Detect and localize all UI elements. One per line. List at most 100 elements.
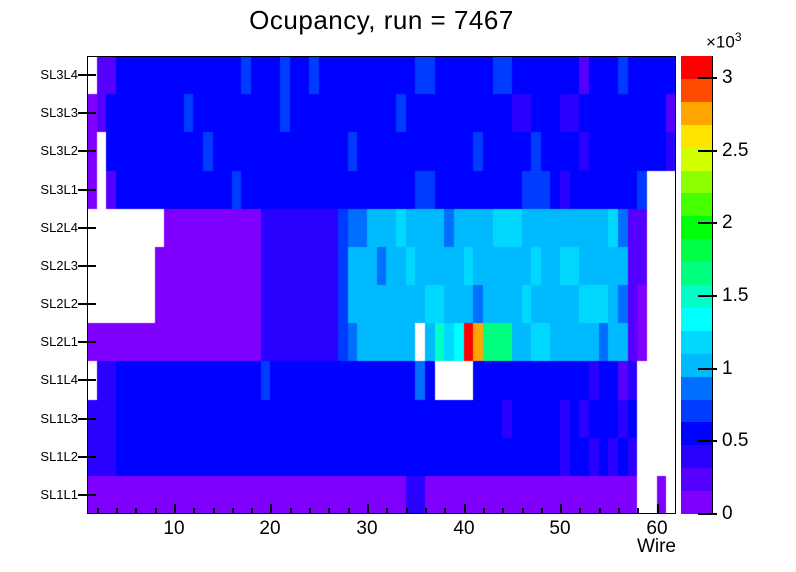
x-axis-minor-tick (444, 508, 446, 513)
x-axis-tick-label: 10 (163, 518, 185, 539)
colorbar-band (681, 400, 712, 422)
x-axis-major-tick (464, 504, 466, 513)
colorbar-tick (698, 77, 717, 79)
colorbar-band (681, 377, 712, 400)
colorbar-tick (698, 513, 717, 515)
y-axis-tick (78, 265, 96, 267)
y-axis-tick (78, 379, 96, 381)
colorbar-tick-label: 2.5 (722, 140, 749, 161)
x-axis-minor-tick (135, 508, 137, 513)
x-axis-minor-tick (193, 508, 195, 513)
x-axis-minor-tick (97, 508, 99, 513)
y-axis-tick (78, 227, 96, 229)
colorbar-tick-label: 0 (722, 503, 733, 524)
scale-base: ×10 (706, 32, 735, 52)
x-axis-minor-tick (522, 508, 524, 513)
x-axis-tick-label: 30 (356, 518, 378, 539)
y-axis-tick (78, 150, 96, 152)
y-axis-label: SL3L2 (40, 143, 78, 159)
heatmap (87, 56, 676, 514)
x-axis-minor-tick (541, 508, 543, 513)
x-axis-major-tick (560, 504, 562, 513)
colorbar-tick-label: 1.5 (722, 285, 749, 306)
colorbar-band (681, 285, 712, 308)
colorbar-band (681, 79, 712, 102)
x-axis-minor-tick (502, 508, 504, 513)
colorbar (681, 56, 712, 514)
y-axis-label: SL1L3 (40, 410, 78, 426)
colorbar-tick (698, 440, 717, 442)
x-axis-tick-label: 60 (646, 518, 668, 539)
x-axis-minor-tick (290, 508, 292, 513)
y-axis-tick (78, 341, 96, 343)
y-axis-label: SL3L4 (40, 67, 78, 83)
plot-title: Ocupancy, run = 7467 (249, 5, 514, 35)
colorbar-band (681, 239, 712, 262)
y-axis-label: SL1L1 (40, 486, 78, 502)
y-axis-label: SL3L3 (40, 105, 78, 121)
x-axis-minor-tick (116, 508, 118, 513)
colorbar-band (681, 216, 712, 239)
y-axis-tick (78, 303, 96, 305)
colorbar-band (681, 445, 712, 468)
colorbar-band (681, 468, 712, 491)
colorbar-band (681, 56, 712, 79)
x-axis-minor-tick (309, 508, 311, 513)
colorbar-axis-line (712, 56, 713, 514)
colorbar-band (681, 331, 712, 354)
y-axis-tick (78, 456, 96, 458)
colorbar-band (681, 102, 712, 125)
scale-exponent: 3 (734, 30, 742, 44)
x-axis-minor-tick (406, 508, 408, 513)
x-axis-minor-tick (155, 508, 157, 513)
plot-frame (87, 56, 676, 514)
x-axis-minor-tick (425, 508, 427, 513)
x-axis-minor-tick (386, 508, 388, 513)
y-axis-tick (78, 418, 96, 420)
x-axis-minor-tick (483, 508, 485, 513)
colorbar-tick (698, 150, 717, 152)
colorbar-tick (698, 295, 717, 297)
x-axis-minor-tick (599, 508, 601, 513)
colorbar-scale-label: ×103 (706, 30, 742, 53)
colorbar-band (681, 148, 712, 171)
colorbar-band (681, 125, 712, 148)
x-axis-tick-label: 40 (453, 518, 475, 539)
colorbar-band (681, 422, 712, 445)
colorbar-tick-label: 2 (722, 212, 733, 233)
x-axis-minor-tick (637, 508, 639, 513)
x-axis-minor-tick (348, 508, 350, 513)
x-axis-major-tick (174, 504, 176, 513)
y-axis-tick (78, 112, 96, 114)
y-axis-label: SL2L3 (40, 257, 78, 273)
y-axis-label: SL2L1 (40, 334, 78, 350)
colorbar-band (681, 171, 712, 193)
x-axis-major-tick (657, 504, 659, 513)
colorbar-tick-label: 0.5 (722, 430, 749, 451)
y-axis-label: SL3L1 (40, 181, 78, 197)
y-axis-tick (78, 74, 96, 76)
colorbar-tick-label: 3 (722, 67, 733, 88)
x-axis-minor-tick (579, 508, 581, 513)
y-axis-label: SL1L2 (40, 448, 78, 464)
colorbar-band (681, 354, 712, 377)
x-axis-major-tick (270, 504, 272, 513)
y-axis-label: SL1L4 (40, 372, 78, 388)
x-axis-minor-tick (232, 508, 234, 513)
x-axis-tick-label: 50 (549, 518, 571, 539)
colorbar-tick (698, 368, 717, 370)
x-axis-major-tick (367, 504, 369, 513)
colorbar-band (681, 193, 712, 216)
x-axis-minor-tick (328, 508, 330, 513)
y-axis-tick (78, 189, 96, 191)
y-axis-label: SL2L4 (40, 219, 78, 235)
x-axis-title: Wire (636, 536, 676, 557)
y-axis-tick (78, 494, 96, 496)
colorbar-band (681, 491, 712, 514)
x-axis-minor-tick (251, 508, 253, 513)
colorbar-band (681, 262, 712, 285)
colorbar-band (681, 308, 712, 331)
x-axis-minor-tick (618, 508, 620, 513)
colorbar-tick-label: 1 (722, 358, 733, 379)
